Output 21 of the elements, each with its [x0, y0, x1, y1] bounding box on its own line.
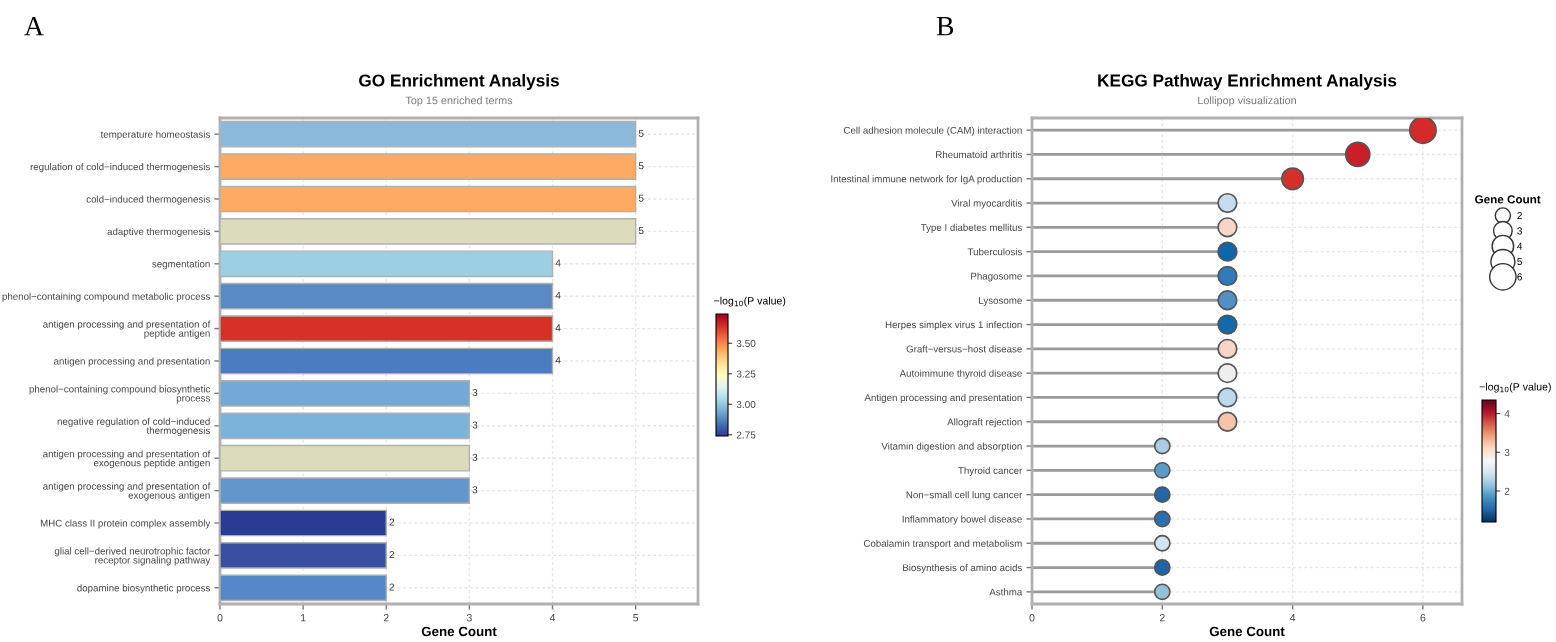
point [1217, 241, 1238, 262]
text: B [936, 17, 954, 36]
point [1153, 461, 1171, 479]
point [1153, 534, 1171, 552]
point [1217, 290, 1238, 311]
point [1217, 362, 1238, 384]
text: A [24, 16, 44, 36]
point [1217, 217, 1238, 238]
point [1217, 338, 1238, 360]
point [1153, 583, 1171, 601]
point [1281, 167, 1305, 191]
point [1153, 486, 1171, 504]
point [1217, 411, 1238, 432]
chart-title: GO Enrichment Analysis [359, 73, 559, 90]
point [1217, 314, 1238, 335]
chart-title: KEGG Pathway Enrichment Analysis [1098, 73, 1397, 90]
point [1153, 437, 1171, 455]
point [1217, 387, 1238, 408]
point [1217, 265, 1238, 287]
point [1217, 192, 1238, 214]
point [1153, 510, 1171, 528]
